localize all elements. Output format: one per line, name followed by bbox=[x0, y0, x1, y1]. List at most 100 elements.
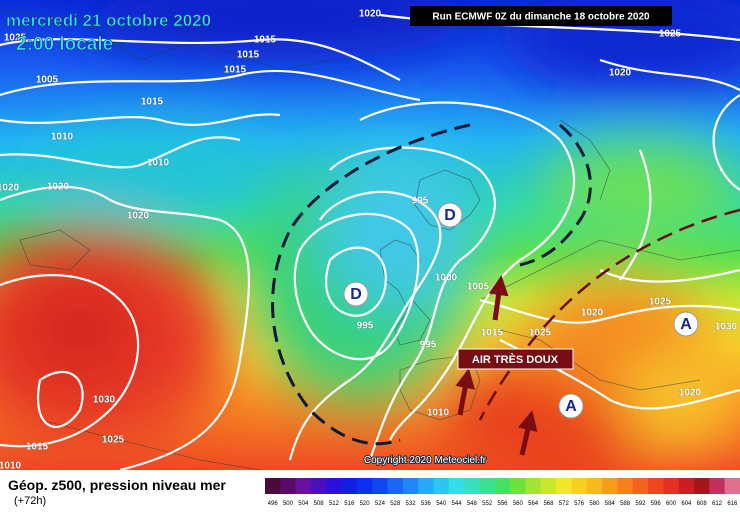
colorbar-label: 612 bbox=[712, 501, 723, 507]
colorbar-cell bbox=[265, 478, 281, 494]
colorbar-label: 496 bbox=[268, 501, 279, 507]
colorbar-label: 536 bbox=[421, 501, 432, 507]
colorbar-label: 516 bbox=[344, 501, 355, 507]
isobar-label: 1010 bbox=[427, 408, 450, 419]
colorbar-label: 604 bbox=[681, 501, 692, 507]
colorbar-label: 504 bbox=[298, 501, 309, 507]
center-marker bbox=[437, 202, 463, 228]
colorbar-cell bbox=[663, 478, 680, 494]
coastlines bbox=[0, 9, 740, 470]
center-label: A bbox=[565, 398, 577, 415]
colorbar-cell bbox=[356, 478, 373, 494]
colorbar-cell bbox=[464, 478, 480, 494]
isobar-label: 1010 bbox=[147, 158, 170, 169]
isobar-label: 995 bbox=[357, 321, 374, 332]
isobar-label: 1020 bbox=[47, 182, 70, 193]
arrow bbox=[455, 368, 475, 416]
map-time: 2:00 locale bbox=[16, 34, 113, 55]
arrow bbox=[488, 275, 509, 321]
run-info: Run ECMWF 0Z du dimanche 18 octobre 2020 bbox=[432, 12, 650, 23]
colorbar-cell bbox=[494, 478, 511, 494]
colorbar-label: 584 bbox=[605, 501, 616, 507]
colorbar-label: 548 bbox=[467, 501, 478, 507]
isobar-label: 1010 bbox=[51, 132, 74, 143]
colorbar-cell bbox=[724, 478, 740, 494]
isobar-label: 1030 bbox=[93, 395, 116, 406]
colorbar-cell bbox=[617, 478, 634, 494]
colorbar-label: 600 bbox=[666, 501, 677, 507]
isobar-label: 1020 bbox=[581, 308, 604, 319]
colorbar-label: 580 bbox=[589, 501, 600, 507]
colorbar-label: 524 bbox=[375, 501, 386, 507]
isobar-label: 1025 bbox=[102, 435, 125, 446]
map-date: mercredi 21 octobre 2020 bbox=[6, 11, 211, 30]
colorbar-label: 572 bbox=[559, 501, 570, 507]
warm-air-arrows bbox=[455, 275, 538, 456]
isobar-label: 1020 bbox=[359, 9, 382, 20]
isobar-label: 1025 bbox=[659, 29, 682, 40]
colorbar-cell bbox=[602, 478, 618, 494]
isobar-label: 1015 bbox=[254, 35, 277, 46]
colorbar-cell bbox=[510, 478, 526, 494]
isobar-label: 995 bbox=[412, 196, 429, 207]
isobar-label: 995 bbox=[420, 340, 437, 351]
center-label: D bbox=[444, 207, 456, 224]
isobar-label: 1020 bbox=[609, 68, 632, 79]
isobar-label: 1000 bbox=[435, 273, 458, 284]
isobar-label: 1020 bbox=[0, 183, 20, 194]
colorbar-label: 588 bbox=[620, 501, 631, 507]
colorbar-cell bbox=[479, 478, 496, 494]
colorbar-label: 608 bbox=[697, 501, 708, 507]
colorbar-cell bbox=[571, 478, 588, 494]
colorbar-cell bbox=[326, 478, 342, 494]
map-area: 1020 1025 1015 1015 1015 1005 1015 1010 1010 1020… bbox=[0, 0, 740, 472]
field-blobs bbox=[0, 0, 740, 470]
colorbar-label: 500 bbox=[283, 501, 294, 507]
colorbar-label: 568 bbox=[543, 501, 554, 507]
isobar-label: 1015 bbox=[481, 328, 504, 339]
isobar-label: 1025 bbox=[4, 33, 27, 44]
colorbar-label: 544 bbox=[452, 501, 463, 507]
colorbar-label: 564 bbox=[528, 501, 539, 507]
isobar-label: 1030 bbox=[715, 322, 738, 333]
isobar-label: 1015 bbox=[224, 65, 247, 76]
colorbar: 496 500 504 508 512 516 520 524 528 532 536 540 544 5… bbox=[265, 478, 740, 507]
colorbar-cell bbox=[678, 478, 695, 494]
colorbar-cell bbox=[341, 478, 358, 494]
colorbar-cell bbox=[295, 478, 312, 494]
colorbar-label: 576 bbox=[574, 501, 585, 507]
colorbar-cell bbox=[387, 478, 404, 494]
annotation: AIR TRÈS DOUX bbox=[472, 353, 559, 366]
isobar-label: 1010 bbox=[0, 461, 22, 472]
colorbar-label: 560 bbox=[513, 501, 524, 507]
isobar-label: 1025 bbox=[529, 328, 552, 339]
colorbar-label: 556 bbox=[497, 501, 508, 507]
isobar-label: 1015 bbox=[26, 442, 49, 453]
annotation-box bbox=[457, 348, 574, 370]
arrow bbox=[518, 410, 538, 456]
center-marker bbox=[558, 393, 584, 419]
colorbar-cell bbox=[402, 478, 419, 494]
isobar-label: 1020 bbox=[679, 388, 702, 399]
colorbar-cell bbox=[556, 478, 572, 494]
isobar-label: 1015 bbox=[141, 97, 164, 108]
colorbar-cell bbox=[648, 478, 664, 494]
isobar-labels: 1020 1025 1015 1015 1015 1005 1015 1010 1010 1020… bbox=[0, 8, 738, 472]
isobar-label: 1005 bbox=[36, 75, 59, 86]
center-label: A bbox=[680, 316, 692, 333]
colorbar-cell bbox=[372, 478, 388, 494]
colorbar-label: 512 bbox=[329, 501, 340, 507]
colorbar-cell bbox=[310, 478, 327, 494]
colorbar-label: 552 bbox=[482, 501, 493, 507]
colorbar-cell bbox=[632, 478, 649, 494]
colorbar-label: 540 bbox=[436, 501, 447, 507]
colorbar-label: 592 bbox=[635, 501, 646, 507]
fronts bbox=[271, 123, 740, 446]
colorbar-cell bbox=[586, 478, 603, 494]
colorbar-cell bbox=[280, 478, 296, 494]
pressure-centers: D D A A bbox=[343, 202, 699, 419]
colorbar-cell bbox=[525, 478, 542, 494]
colorbar-cell bbox=[694, 478, 710, 494]
legend-title: Géop. z500, pression niveau mer bbox=[8, 477, 226, 493]
